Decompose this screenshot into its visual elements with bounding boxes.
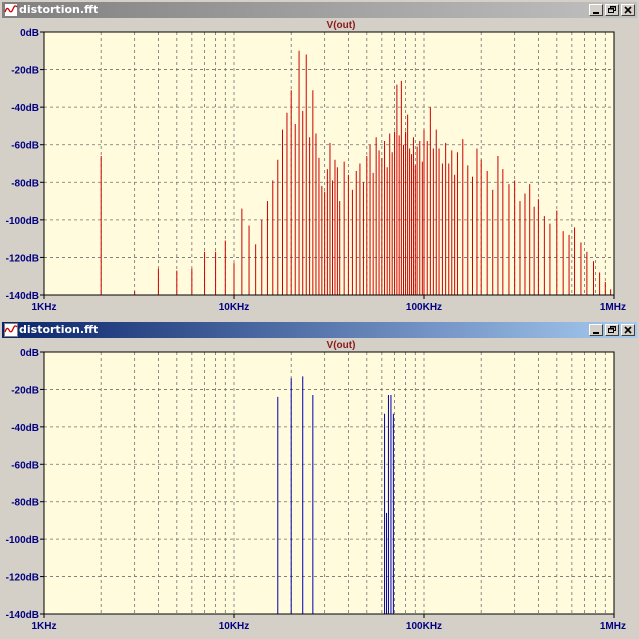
y-tick-label: -80dB: [11, 178, 39, 189]
y-tick-label: -40dB: [11, 103, 39, 114]
plot-area[interactable]: [44, 32, 614, 295]
fft-window-bottom: distortion.fft 0dB -20dB -40dB -60dB -80dB -1…: [0, 320, 639, 639]
restore-icon: [608, 6, 616, 13]
y-tick-label: -40dB: [11, 423, 39, 434]
close-icon: [624, 326, 632, 334]
window-title: distortion.fft: [19, 3, 99, 16]
fft-plot-top[interactable]: 0dB -20dB -40dB -60dB -80dB -100dB -120dB -140d…: [0, 19, 639, 319]
y-tick-label: -120dB: [6, 573, 39, 584]
restore-icon: [608, 326, 616, 333]
fft-window-top: distortion.fft 0dB -20dB -40dB -60dB -80dB -1…: [0, 2, 639, 319]
y-tick-label: -20dB: [11, 385, 39, 396]
restore-button[interactable]: [605, 4, 619, 16]
y-tick-label: -60dB: [11, 460, 39, 471]
minimize-button[interactable]: [589, 4, 603, 16]
minimize-icon: [593, 12, 599, 14]
x-tick-label: 10KHz: [219, 302, 250, 313]
x-tick-label: 1MHz: [600, 621, 626, 632]
plot-area[interactable]: [44, 352, 614, 614]
trace-title[interactable]: V(out): [327, 340, 356, 351]
y-tick-label: -80dB: [11, 498, 39, 509]
x-tick-label: 1MHz: [600, 302, 626, 313]
fft-plot-bottom[interactable]: 0dB -20dB -40dB -60dB -80dB -100dB -120dB -140d…: [0, 339, 639, 638]
y-tick-label: -60dB: [11, 141, 39, 152]
x-tick-label: 1KHz: [31, 302, 56, 313]
y-tick-label: -140dB: [6, 291, 39, 302]
y-tick-label: -100dB: [6, 216, 39, 227]
minimize-button[interactable]: [589, 324, 603, 336]
y-tick-label: -100dB: [6, 535, 39, 546]
restore-button[interactable]: [605, 324, 619, 336]
minimize-icon: [593, 332, 599, 334]
window-title-bar[interactable]: distortion.fft: [2, 2, 637, 18]
x-tick-label: 100KHz: [406, 302, 442, 313]
x-tick-label: 1KHz: [31, 621, 56, 632]
close-button[interactable]: [621, 4, 635, 16]
plot-frame: [43, 31, 615, 296]
y-tick-label: -140dB: [6, 610, 39, 621]
close-icon: [624, 6, 632, 14]
y-tick-label: 0dB: [20, 348, 39, 359]
close-button[interactable]: [621, 324, 635, 336]
waveform-icon: [4, 3, 18, 17]
y-tick-label: 0dB: [20, 28, 39, 39]
window-title-bar[interactable]: distortion.fft: [2, 322, 637, 338]
trace-title[interactable]: V(out): [327, 20, 356, 31]
x-tick-label: 10KHz: [219, 621, 250, 632]
y-tick-label: -20dB: [11, 66, 39, 77]
waveform-icon: [4, 323, 18, 337]
x-tick-label: 100KHz: [406, 621, 442, 632]
plot-frame: [43, 351, 615, 615]
y-tick-label: -120dB: [6, 253, 39, 264]
window-title: distortion.fft: [19, 323, 99, 336]
